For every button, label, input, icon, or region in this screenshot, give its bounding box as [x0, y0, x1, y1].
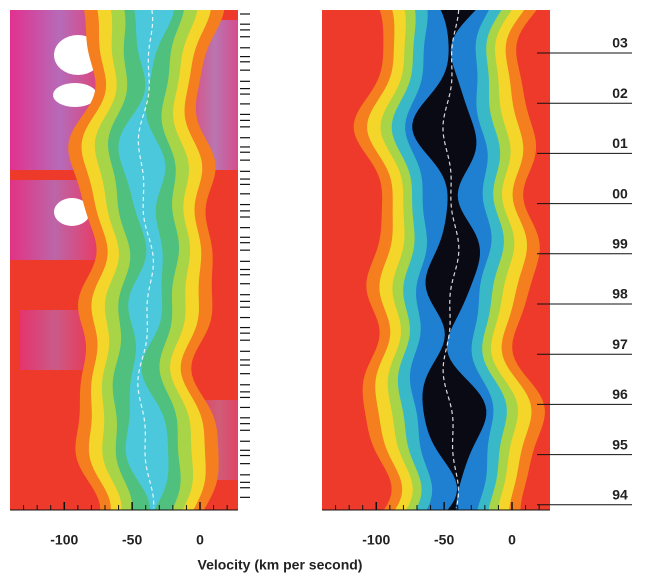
band	[118, 10, 175, 510]
left-panel	[10, 10, 238, 510]
band	[412, 10, 487, 510]
year-label: 94	[612, 487, 628, 503]
x-tick-label: -100	[362, 532, 390, 548]
year-label: 96	[612, 386, 628, 402]
year-label: 00	[612, 185, 628, 201]
x-axis-label: Velocity (km per second)	[198, 557, 363, 573]
year-label: 03	[612, 35, 628, 51]
x-tick-label: 0	[508, 532, 516, 548]
right-panel	[322, 10, 550, 510]
year-label: 98	[612, 286, 628, 302]
trace	[137, 10, 155, 509]
year-label: 02	[612, 85, 628, 101]
year-label: 95	[612, 436, 628, 452]
x-tick-label: 0	[196, 532, 204, 548]
x-tick-label: -50	[122, 532, 142, 548]
year-label: 97	[612, 336, 628, 352]
x-tick-label: -50	[434, 532, 454, 548]
year-label: 01	[612, 135, 628, 151]
x-tick-label: -100	[50, 532, 78, 548]
year-label: 99	[612, 236, 628, 252]
trace	[442, 10, 460, 509]
